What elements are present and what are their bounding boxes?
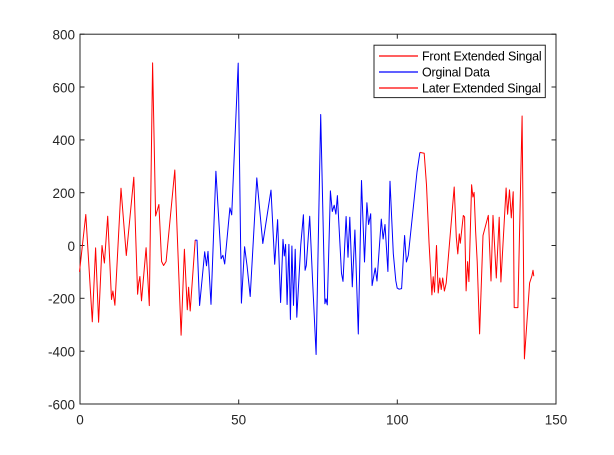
- svg-text:400: 400: [52, 133, 75, 148]
- svg-text:200: 200: [52, 186, 75, 201]
- svg-text:0: 0: [76, 412, 84, 427]
- svg-text:Orginal Data: Orginal Data: [422, 66, 490, 80]
- svg-text:100: 100: [386, 412, 409, 427]
- svg-text:800: 800: [52, 28, 75, 43]
- svg-text:600: 600: [52, 80, 75, 95]
- svg-text:50: 50: [231, 412, 246, 427]
- svg-text:0: 0: [67, 239, 75, 254]
- svg-text:-400: -400: [48, 345, 75, 360]
- svg-text:Later Extended Singal: Later Extended Singal: [422, 82, 541, 96]
- svg-text:Front Extended Singal: Front Extended Singal: [422, 50, 542, 64]
- svg-text:-200: -200: [48, 292, 75, 307]
- svg-text:150: 150: [545, 412, 568, 427]
- svg-text:-600: -600: [48, 397, 75, 412]
